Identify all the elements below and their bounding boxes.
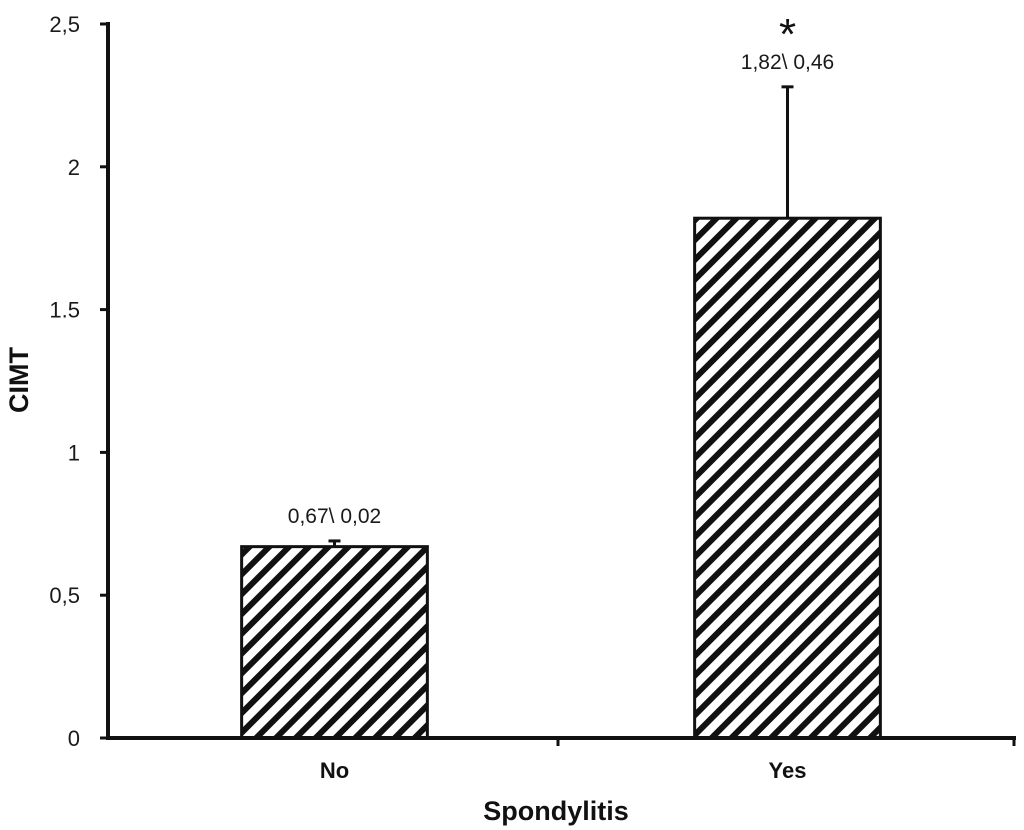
- error-bars-layer: [328, 85, 794, 547]
- y-tick-label: 2: [68, 155, 80, 180]
- significance-marker: *: [779, 10, 796, 59]
- x-tick-label-no: No: [320, 758, 349, 783]
- x-tick-label-yes: Yes: [769, 758, 807, 783]
- y-tick-label: 1.5: [49, 298, 80, 323]
- bars-layer: [240, 216, 882, 740]
- y-tick-label: 2,5: [49, 12, 80, 37]
- y-tick-label: 1: [68, 440, 80, 465]
- y-axis-title: CIMT: [4, 347, 34, 413]
- y-tick-label: 0,5: [49, 583, 80, 608]
- y-tick-label: 0: [68, 726, 80, 751]
- data-label-yes: 1,82\ 0,46: [741, 51, 834, 74]
- bar-no: [240, 545, 429, 740]
- bar-yes: [693, 216, 882, 740]
- y-ticks: 0 0,5 1 1.5 2 2,5: [49, 12, 108, 751]
- data-labels: 0,67\ 0,02 No 1,82\ 0,46 Yes *: [288, 10, 834, 783]
- data-label-no: 0,67\ 0,02: [288, 505, 381, 528]
- x-axis-title: Spondylitis: [483, 796, 629, 826]
